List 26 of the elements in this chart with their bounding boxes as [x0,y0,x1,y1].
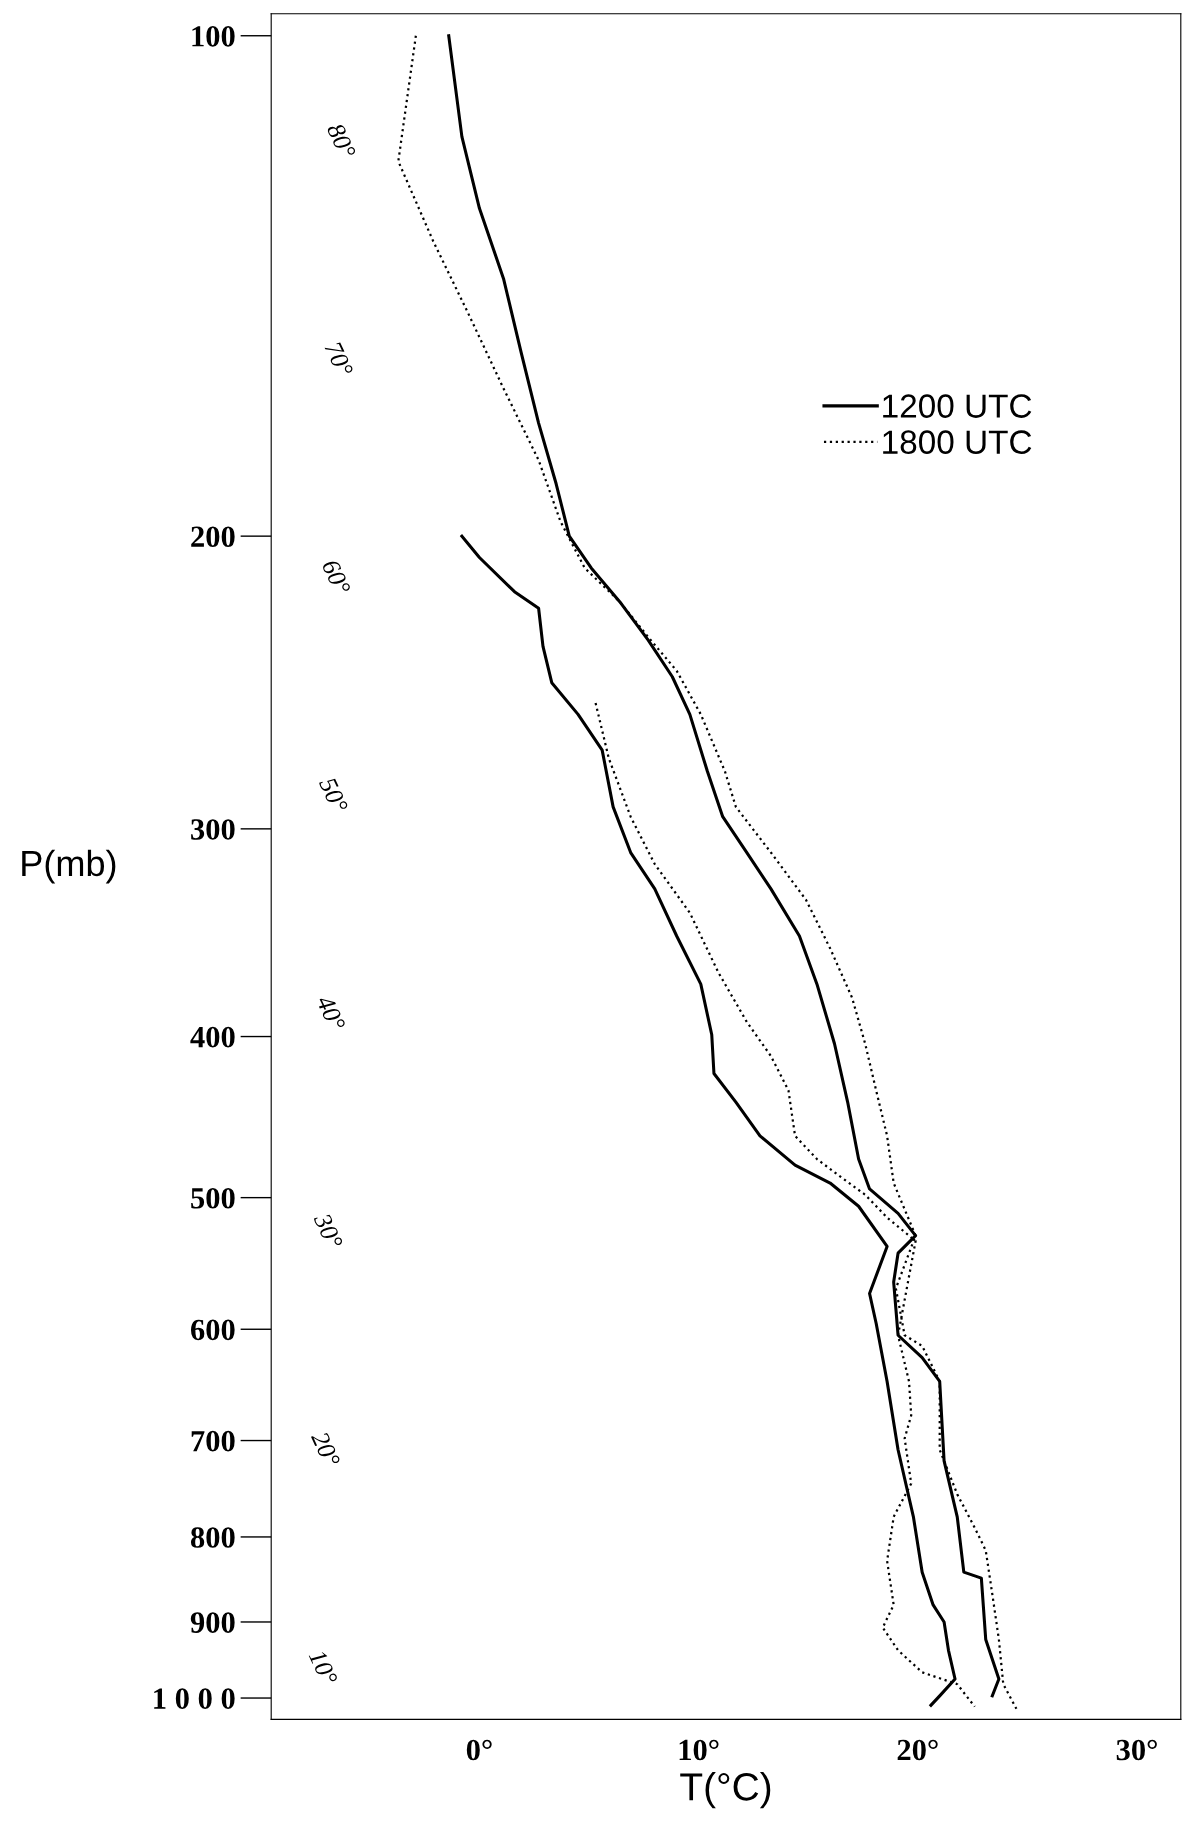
y-tick-label: 800 [190,1527,235,1548]
annotation: 10° [308,1648,339,1687]
y-tick-label: 400 [190,1026,235,1048]
y-axis-title: P(mb) [22,849,116,884]
x-axis-title: T(°C) [680,1772,771,1809]
x-tick-label: 0° [466,1739,492,1761]
annotation: 50° [318,775,349,815]
x-tick-label: 30° [1116,1739,1157,1761]
legend-label: 1800 UTC [883,430,1032,454]
x-tick-label: 20° [897,1739,938,1761]
y-tick-label: 600 [191,1319,235,1341]
annotation: 60° [321,558,352,596]
y-tick-label: 700 [191,1430,235,1452]
annotation: 30° [313,1211,344,1251]
y-tick-label: 300 [191,819,235,840]
y-tick-label: 500 [191,1187,235,1209]
y-tick-label: 1 0 0 0 [154,1688,235,1709]
annotation: 40° [315,993,346,1033]
x-tick-label: 10° [679,1739,719,1761]
annotation: 20° [310,1429,341,1469]
y-tick-label: 200 [191,526,235,548]
annotation: 80° [326,121,357,160]
annotation: 70° [324,340,354,378]
y-tick-label: 100 [192,26,235,47]
y-tick-label: 900 [190,1612,235,1633]
legend-label: 1200 UTC [883,394,1032,418]
